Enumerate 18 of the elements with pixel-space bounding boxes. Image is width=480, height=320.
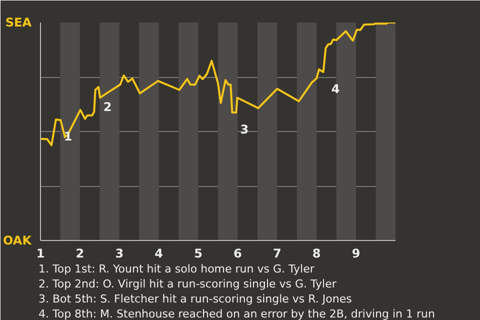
x-tick-label: 8 [312,246,321,260]
text: 4. Top 8th: M. Stenhouse reached on an error by the 2B, driving in 1 run [38,308,435,320]
x-tick-label: 1 [36,246,45,260]
x-tick-label: 5 [194,246,202,260]
text: 2. Top 2nd: O. Virgil hit a run-scoring single vs G. Tyler [38,278,337,290]
text: 3. Bot 5th: S. Fletcher hit a run-scoring single vs R. Jones [38,292,352,306]
text: 1. Top 1st: R. Yount hit a solo home run vs G. Tyler [38,262,315,276]
x-tick-label: 4 [154,246,164,260]
annotation: 3 [240,122,249,137]
x-tick-label: 6 [234,246,242,260]
x-tick-label: 7 [272,246,282,260]
text: OAK [3,234,32,248]
text: SEA [5,16,32,30]
x-tick-label: 9 [352,246,360,260]
annotation: 4 [331,82,340,96]
x-tick-label: 2 [76,246,84,260]
annotation: 2 [103,100,112,114]
x-tick-label: 3 [115,246,124,260]
